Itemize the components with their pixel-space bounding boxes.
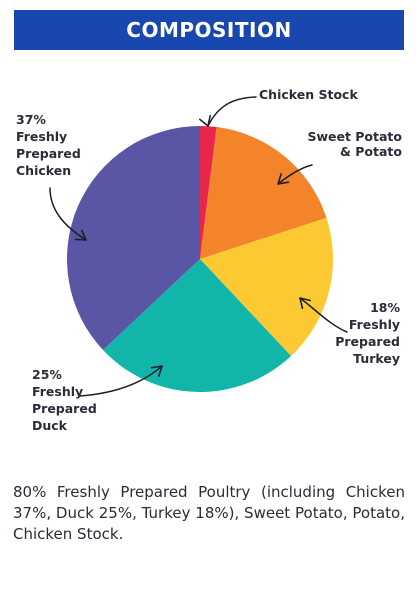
pointer-arrowhead-icon (277, 173, 290, 185)
pointer-line (299, 297, 348, 333)
pie-slice-chicken-stock (200, 126, 217, 259)
slice-label-line: & Potato (340, 144, 402, 159)
pointer-arrowhead-icon (199, 114, 212, 127)
pointer-arrowhead-icon (150, 365, 163, 377)
header-title: COMPOSITION (126, 18, 292, 42)
slice-label-line: Chicken (16, 163, 71, 178)
slice-label-line: Freshly (349, 317, 400, 332)
slice-label: 25% Freshly Prepared Duck (32, 367, 97, 433)
slice-label: Chicken Stock (259, 87, 358, 102)
header-bar: COMPOSITION (14, 10, 404, 50)
slice-label-line: Prepared (32, 401, 97, 416)
slice-label-line: 37% (16, 112, 46, 127)
pointer-line (49, 187, 87, 241)
slice-label-line: Turkey (353, 351, 400, 366)
pie-slices (67, 126, 333, 393)
slice-label: 37% Freshly Prepared Chicken (16, 112, 81, 178)
slice-labels: Chicken Stock Sweet Potato & Potato 18% Fres… (16, 87, 402, 433)
slice-label-line: Sweet Potato (307, 129, 402, 144)
pie-slice-freshly-prepared-chicken (67, 126, 200, 351)
slice-label-line: Duck (32, 418, 68, 433)
pie-slice-freshly-prepared-turkey (200, 217, 333, 356)
pointer-line (79, 365, 163, 397)
pointer-arrowhead-icon (299, 297, 312, 310)
slice-label-line: 25% (32, 367, 62, 382)
slice-label-line: Prepared (335, 334, 400, 349)
slice-label: Sweet Potato & Potato (307, 129, 402, 159)
slice-label-line: 18% (370, 300, 400, 315)
pointer-line (207, 96, 257, 127)
label-pointers (49, 96, 348, 397)
slice-label-line: Prepared (16, 146, 81, 161)
slice-label-line: Freshly (16, 129, 67, 144)
composition-description: 80% Freshly Prepared Poultry (including … (13, 483, 405, 543)
slice-label-line: Chicken Stock (259, 87, 358, 102)
pie-slice-freshly-prepared-duck (103, 259, 292, 393)
slice-label-line: Freshly (32, 384, 83, 399)
pointer-line (277, 164, 313, 185)
pie-slice-sweet-potato-potato (200, 127, 327, 260)
slice-label: 18% Freshly Prepared Turkey (335, 300, 400, 366)
pointer-arrowhead-icon (74, 229, 87, 241)
pie-chart: Chicken Stock Sweet Potato & Potato 18% Fres… (16, 87, 402, 433)
